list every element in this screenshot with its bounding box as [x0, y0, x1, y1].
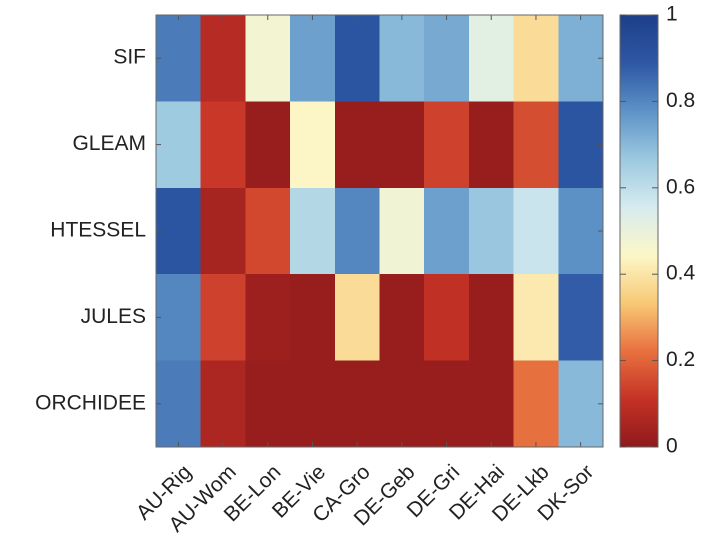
y-tick-label: ORCHIDEE — [35, 391, 146, 414]
heatmap-cell — [513, 360, 559, 448]
heatmap-cell — [334, 101, 381, 189]
heatmap-cell — [468, 274, 515, 362]
heatmap-cell — [245, 274, 291, 362]
heatmap-cell — [245, 101, 291, 189]
colorbar: 0 0.2 0.4 0.6 0.8 1 — [619, 3, 696, 458]
heatmap-cell — [290, 187, 336, 275]
heatmap-cell — [379, 101, 425, 189]
heatmap-cell — [200, 101, 246, 189]
heatmap-cell — [200, 274, 246, 362]
heatmap-cell — [513, 274, 559, 362]
heatmap-cell — [424, 274, 470, 362]
heatmap-cell — [558, 187, 604, 275]
colorbar-gradient — [619, 14, 659, 448]
heatmap-cells — [156, 15, 604, 448]
heatmap-cell — [424, 15, 470, 102]
heatmap-cell — [468, 15, 515, 102]
heatmap-cell — [424, 101, 470, 189]
heatmap-cell — [558, 274, 604, 362]
y-tick-label: JULES — [81, 305, 146, 328]
y-tick-label: SIF — [113, 46, 146, 69]
heatmap-cell — [424, 187, 470, 275]
heatmap-cell — [245, 187, 291, 275]
heatmap-cell — [200, 360, 246, 448]
plot-frame — [155, 14, 604, 448]
heatmap-cell — [156, 101, 202, 189]
heatmap-cell — [558, 15, 604, 102]
heatmap-cell — [156, 360, 202, 448]
heatmap-cell — [424, 360, 470, 448]
heatmap-cell — [245, 15, 291, 102]
y-tick-label: HTESSEL — [50, 219, 146, 242]
heatmap-cell — [290, 360, 336, 448]
heatmap-cell — [156, 274, 202, 362]
heatmap-cell — [379, 187, 425, 275]
colorbar-tick-label: 0.4 — [666, 262, 696, 285]
heatmap-cell — [156, 15, 202, 102]
heatmap-cell — [245, 360, 291, 448]
heatmap-cell — [513, 15, 559, 102]
heatmap-cell — [468, 187, 515, 275]
colorbar-tick-label: 0.2 — [666, 348, 695, 371]
heatmap-cell — [379, 274, 425, 362]
heatmap-cell — [156, 187, 202, 275]
heatmap-cell — [468, 101, 515, 189]
colorbar-tick-label: 1 — [666, 3, 678, 26]
heatmap-cell — [290, 274, 336, 362]
colorbar-tick-label: 0 — [666, 435, 678, 458]
heatmap-cell — [290, 15, 336, 102]
colorbar-tick-label: 0.8 — [666, 89, 695, 112]
colorbar-tick-label: 0.6 — [666, 175, 695, 198]
heatmap-cell — [334, 360, 381, 448]
heatmap-cell — [200, 15, 246, 102]
heatmap-cell — [379, 360, 425, 448]
heatmap-cell — [334, 15, 381, 102]
heatmap-cell — [379, 15, 425, 102]
y-tick-labels: SIF GLEAM HTESSEL JULES ORCHIDEE — [35, 46, 146, 415]
axis-ticks — [156, 15, 603, 447]
heatmap-cell — [200, 187, 246, 275]
heatmap-cell — [513, 187, 559, 275]
heatmap-cell — [334, 274, 381, 362]
heatmap-cell — [334, 187, 381, 275]
x-tick-labels: AU-RigAU-WomBE-LonBE-VieCA-GroDE-GebDE-G… — [132, 460, 598, 536]
heatmap-cell — [513, 101, 559, 189]
heatmap-cell — [558, 360, 604, 448]
heatmap-cell — [290, 101, 336, 189]
heatmap-cell — [468, 360, 515, 448]
heatmap-cell — [558, 101, 604, 189]
y-tick-label: GLEAM — [72, 132, 146, 155]
